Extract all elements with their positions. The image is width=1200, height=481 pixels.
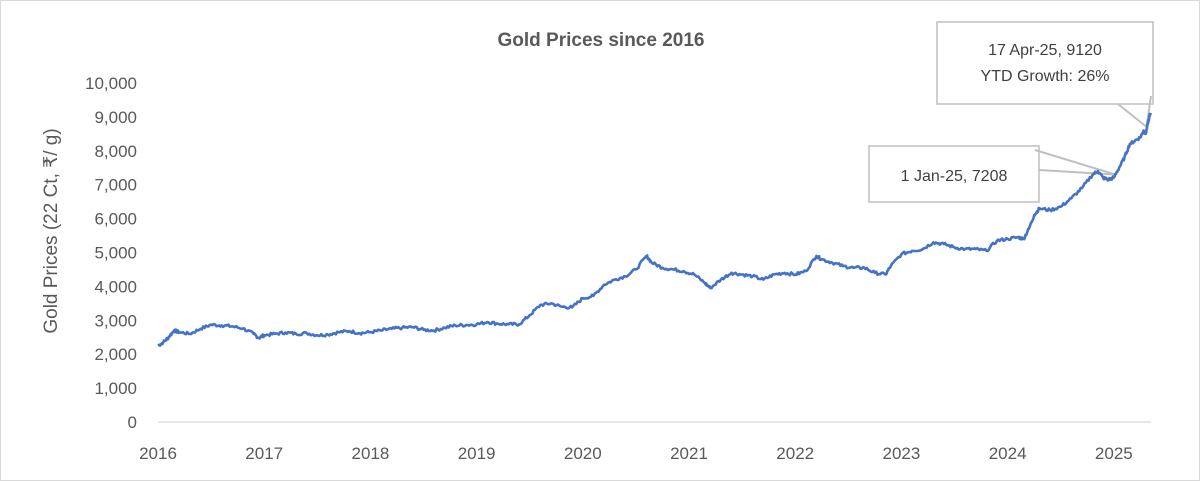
callout-label: YTD Growth: 26% [981, 68, 1110, 85]
callout-label: 17 Apr-25, 9120 [988, 42, 1102, 59]
x-tick-label: 2017 [245, 444, 283, 463]
y-tick-label: 9,000 [94, 108, 137, 127]
callout-label: 1 Jan-25, 7208 [901, 168, 1008, 185]
series-line-gold-price [157, 112, 1152, 347]
x-tick-label: 2021 [670, 444, 708, 463]
y-tick-label: 2,000 [94, 345, 137, 364]
y-tick-label: 6,000 [94, 210, 137, 229]
callouts: 17 Apr-25, 9120 YTD Growth: 26% 1 Jan-25, … [868, 21, 1154, 203]
x-tick-label: 2019 [458, 444, 496, 463]
y-tick-label: 4,000 [94, 277, 137, 296]
x-tick-label: 2024 [989, 444, 1027, 463]
y-axis-label: Gold Prices (22 Ct, ₹/ g) [41, 128, 62, 333]
y-tick-label: 0 [128, 413, 137, 432]
x-tick-label: 2018 [351, 444, 389, 463]
y-axis-ticks: 0 1,000 2,000 3,000 4,000 5,000 6,000 7,000 8,00… [85, 74, 137, 432]
callout-pointer [1034, 149, 1117, 176]
x-tick-label: 2022 [776, 444, 814, 463]
x-tick-label: 2020 [564, 444, 602, 463]
y-tick-label: 7,000 [94, 176, 137, 195]
x-tick-label: 2025 [1095, 444, 1133, 463]
x-axis-ticks: 2016 2017 2018 2019 2020 2021 2022 2023 2024 2025 [139, 444, 1133, 463]
callout-box [936, 21, 1154, 105]
x-tick-label: 2023 [883, 444, 921, 463]
y-tick-label: 1,000 [94, 379, 137, 398]
y-tick-label: 5,000 [94, 244, 137, 263]
chart-title: Gold Prices since 2016 [497, 30, 704, 51]
y-tick-label: 3,000 [94, 311, 137, 330]
y-tick-label: 8,000 [94, 142, 137, 161]
callout-box [868, 145, 1040, 203]
y-tick-label: 10,000 [85, 74, 137, 93]
x-tick-label: 2016 [139, 444, 177, 463]
